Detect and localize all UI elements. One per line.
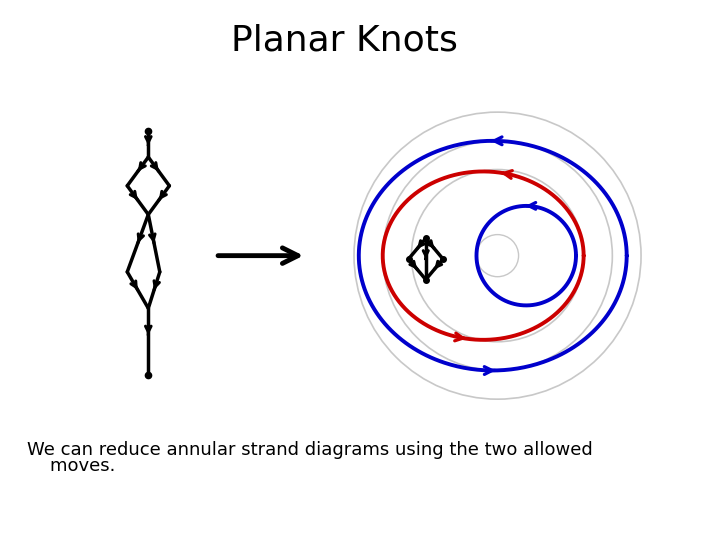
Text: moves.: moves. (27, 457, 115, 475)
Text: Planar Knots: Planar Knots (231, 23, 458, 57)
Text: We can reduce annular strand diagrams using the two allowed: We can reduce annular strand diagrams us… (27, 441, 593, 459)
